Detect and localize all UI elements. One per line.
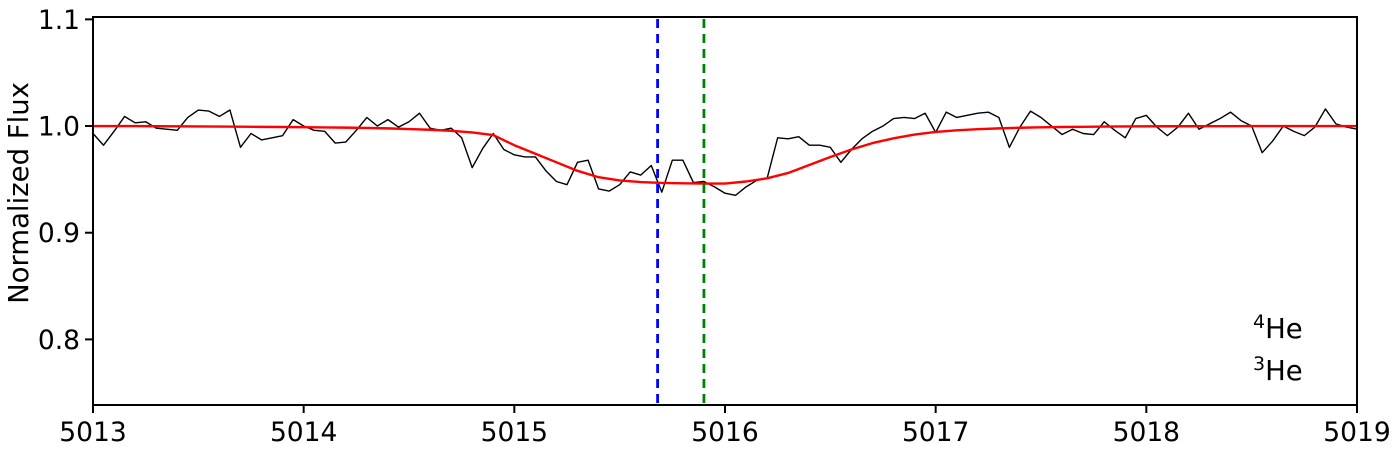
plot-frame — [92, 16, 1358, 406]
x-tick-label: 5013 — [59, 417, 126, 448]
x-tick-label: 5015 — [481, 417, 548, 448]
x-tick-label: 5019 — [1323, 417, 1390, 448]
x-tick-label: 5017 — [902, 417, 969, 448]
x-tick-label: 5018 — [1113, 417, 1180, 448]
he3-label: 3He — [1253, 353, 1303, 387]
y-tick-label: 1.0 — [38, 112, 80, 143]
y-tick-label: 0.8 — [38, 325, 80, 356]
axes-layer: 5013 5014 5015 5016 5017 5018 5019 0.8 0.9 1.0 1.1 — [38, 5, 1391, 448]
x-tick-label: 5014 — [270, 417, 337, 448]
model-fit-line — [93, 124, 1357, 185]
y-axis-label: Normalized Flux — [3, 82, 35, 304]
series-layer — [92, 108, 1358, 197]
vlines-layer — [656, 19, 706, 404]
he4-label: 4He — [1253, 311, 1303, 345]
x-tick-label: 5016 — [691, 417, 758, 448]
y-tick-label: 0.9 — [38, 218, 80, 249]
y-tick-label: 1.1 — [38, 5, 80, 36]
